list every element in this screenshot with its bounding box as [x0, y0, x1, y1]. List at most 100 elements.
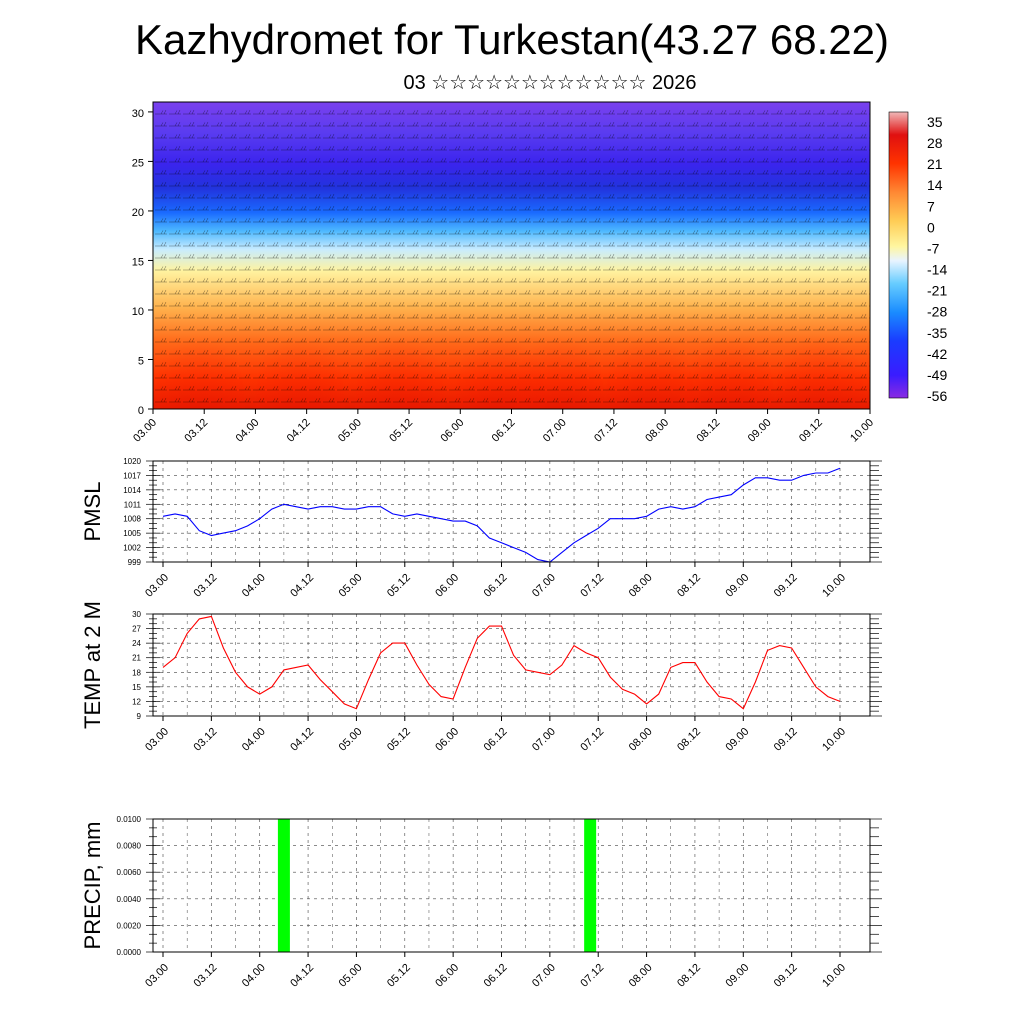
temp2m-ylabel: TEMP at 2 M — [80, 601, 105, 729]
temp2m-xtick-label: 06.12 — [482, 726, 510, 754]
temp2m-series-line — [162, 615, 841, 710]
precip-xtick-label: 03.00 — [143, 962, 171, 990]
colorbar-label: 35 — [927, 114, 943, 130]
xs-ytick-label: 5 — [138, 355, 144, 367]
precip-frame — [152, 818, 871, 953]
pmsl-xtick-label: 07.00 — [530, 572, 558, 600]
xs-ytick-label: 15 — [132, 256, 144, 268]
xs-plot-area — [153, 102, 870, 409]
temp2m-xtick-label: 03.00 — [143, 726, 171, 754]
precip-ytick-label: 0.0100 — [117, 815, 142, 824]
pmsl-xtick-label: 05.00 — [337, 572, 365, 600]
xs-ytick-label: 0 — [138, 405, 144, 417]
temp2m-frame — [152, 613, 871, 717]
xs-xtick-label: 06.00 — [438, 417, 466, 445]
temp2m-xtick-label: 08.12 — [675, 726, 703, 754]
pmsl-xtick-label: 09.00 — [723, 572, 751, 600]
colorbar-label: 7 — [927, 198, 935, 214]
xs-xtick-label: 08.12 — [695, 417, 723, 445]
colorbar-label: -42 — [927, 346, 947, 362]
temp2m-xtick-label: 04.00 — [240, 726, 268, 754]
pmsl-ytick-label: 1014 — [123, 486, 141, 495]
precip-xtick-label: 10.00 — [820, 962, 848, 990]
xs-ytick-label: 25 — [132, 157, 144, 169]
precip-xtick-label: 09.12 — [772, 962, 800, 990]
colorbar-label: -7 — [927, 240, 940, 256]
page-title: Kazhydromet for Turkestan(43.27 68.22) — [134, 16, 890, 63]
temp2m-ytick-label: 27 — [132, 625, 141, 634]
colorbar-label: -21 — [927, 283, 947, 299]
temp2m-ytick-label: 9 — [137, 712, 142, 721]
precip-ytick-label: 0.0020 — [117, 921, 142, 930]
pmsl-xtick-label: 04.12 — [288, 572, 316, 600]
precip-xtick-label: 05.00 — [337, 962, 365, 990]
temp2m-ytick-label: 18 — [132, 668, 141, 677]
xs-xtick-label: 06.12 — [490, 417, 518, 445]
temp2m-xtick-label: 05.00 — [337, 726, 365, 754]
pmsl-xtick-label: 08.00 — [627, 572, 655, 600]
precip-ytick-label: 0.0000 — [117, 948, 142, 957]
precip-xtick-label: 06.00 — [433, 962, 461, 990]
xs-xtick-label: 04.12 — [285, 417, 313, 445]
xs-ytick-label: 20 — [132, 207, 144, 219]
precip-ytick-label: 0.0040 — [117, 895, 142, 904]
temp2m-xtick-label: 10.00 — [820, 726, 848, 754]
xs-ytick-label: 10 — [132, 306, 144, 318]
colorbar-label: -28 — [927, 304, 947, 320]
xs-wind-barbs — [153, 102, 870, 409]
precip-xtick-label: 06.12 — [482, 962, 510, 990]
xs-xtick-label: 09.00 — [746, 417, 774, 445]
pmsl-xtick-label: 06.00 — [433, 572, 461, 600]
xs-xtick-label: 09.12 — [797, 417, 825, 445]
colorbar-label: 21 — [927, 156, 943, 172]
temp2m-xtick-label: 09.12 — [772, 726, 800, 754]
precip-xtick-label: 03.12 — [192, 962, 220, 990]
xs-xtick-label: 03.00 — [131, 417, 159, 445]
xs-xtick-label: 05.00 — [336, 417, 364, 445]
temp2m-ytick-label: 24 — [132, 639, 141, 648]
pmsl-ytick-label: 1017 — [123, 471, 141, 480]
xs-xtick-label: 05.12 — [387, 417, 415, 445]
precip-xtick-label: 04.00 — [240, 962, 268, 990]
pmsl-ytick-label: 1005 — [123, 529, 141, 538]
temp2m-xtick-label: 09.00 — [723, 726, 751, 754]
precip-ylabel: PRECIP, mm — [80, 822, 105, 950]
pmsl-xtick-label: 06.12 — [482, 572, 510, 600]
precip-ytick-label: 0.0060 — [117, 868, 142, 877]
pmsl-ylabel: PMSL — [80, 482, 105, 542]
precip-xtick-label: 08.00 — [627, 962, 655, 990]
temp2m-ytick-label: 21 — [132, 654, 141, 663]
page-subtitle: 03 ☆☆☆☆☆☆☆☆☆☆☆☆ 2026 — [403, 72, 697, 94]
pmsl-xtick-label: 08.12 — [675, 572, 703, 600]
colorbar-label: -56 — [927, 388, 947, 404]
pmsl-xtick-label: 10.00 — [820, 572, 848, 600]
temp2m-xtick-label: 06.00 — [433, 726, 461, 754]
temp2m-xtick-label: 08.00 — [627, 726, 655, 754]
xs-xtick-label: 07.00 — [541, 417, 569, 445]
xs-xtick-label: 04.00 — [234, 417, 262, 445]
precip-xtick-label: 04.12 — [288, 962, 316, 990]
precip-bar — [584, 819, 597, 952]
precip-ytick-label: 0.0080 — [117, 842, 142, 851]
pmsl-xtick-label: 09.12 — [772, 572, 800, 600]
pmsl-ytick-label: 1002 — [123, 544, 141, 553]
pmsl-xtick-label: 05.12 — [385, 572, 413, 600]
temp2m-ytick-label: 15 — [132, 683, 141, 692]
xs-xtick-label: 10.00 — [848, 417, 876, 445]
pmsl-xtick-label: 03.12 — [192, 572, 220, 600]
pmsl-xtick-label: 04.00 — [240, 572, 268, 600]
colorbar-label: 0 — [927, 219, 935, 235]
colorbar-label: -35 — [927, 325, 947, 341]
colorbar-label: 14 — [927, 177, 943, 193]
colorbar-label: -49 — [927, 367, 947, 383]
pmsl-ytick-label: 1011 — [124, 500, 142, 509]
colorbar — [888, 111, 909, 399]
temp2m-xtick-label: 05.12 — [385, 726, 413, 754]
xs-xtick-label: 03.12 — [182, 417, 210, 445]
xs-xtick-label: 07.12 — [592, 417, 620, 445]
temp2m-ytick-label: 30 — [132, 610, 141, 619]
temp2m-xtick-label: 07.12 — [578, 726, 606, 754]
pmsl-ytick-label: 1008 — [123, 515, 141, 524]
colorbar-label: 28 — [927, 135, 943, 151]
